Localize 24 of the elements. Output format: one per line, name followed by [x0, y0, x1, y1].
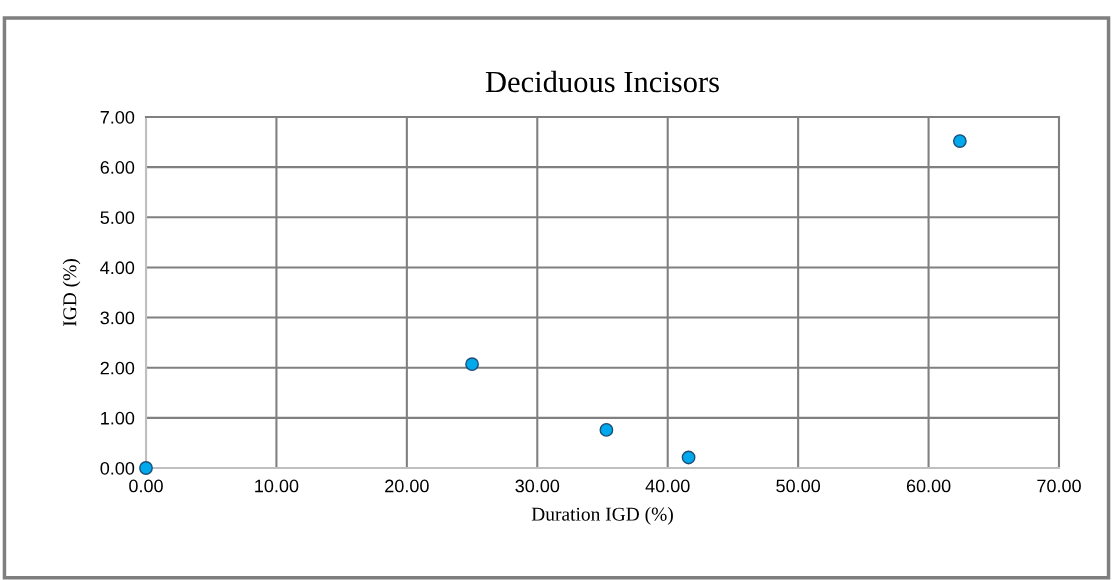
x-tick-label: 20.00 [385, 479, 429, 493]
x-tick-label: 70.00 [1037, 479, 1081, 493]
x-tick-label: 0.00 [129, 479, 163, 493]
y-tick-label: 7.00 [100, 110, 135, 124]
x-tick-label: 30.00 [515, 479, 560, 493]
y-tick-label: 0.00 [100, 461, 135, 475]
x-axis-title: Duration IGD (%) [531, 507, 673, 525]
point [681, 450, 696, 465]
x-tick-label: 50.00 [776, 479, 821, 493]
point [952, 134, 967, 148]
y-tick-label: 6.00 [100, 161, 135, 174]
y-tick-label: 2.00 [100, 361, 135, 375]
y-tick-label: 1.00 [101, 411, 135, 425]
y-axis-title: IGD (%) [62, 259, 81, 327]
y-tick-label: 4.00 [100, 261, 135, 275]
point [139, 461, 153, 475]
x-tick-label: 10.00 [255, 479, 299, 493]
x-tick-label: 40.00 [645, 479, 690, 493]
point [465, 357, 479, 372]
y-tick-label: 5.00 [100, 211, 135, 225]
y-tick-label: 3.00 [100, 311, 135, 325]
point [599, 422, 614, 437]
x-tick-label: 60.00 [906, 479, 951, 493]
chart-title: Deciduous Incisors [485, 70, 719, 93]
